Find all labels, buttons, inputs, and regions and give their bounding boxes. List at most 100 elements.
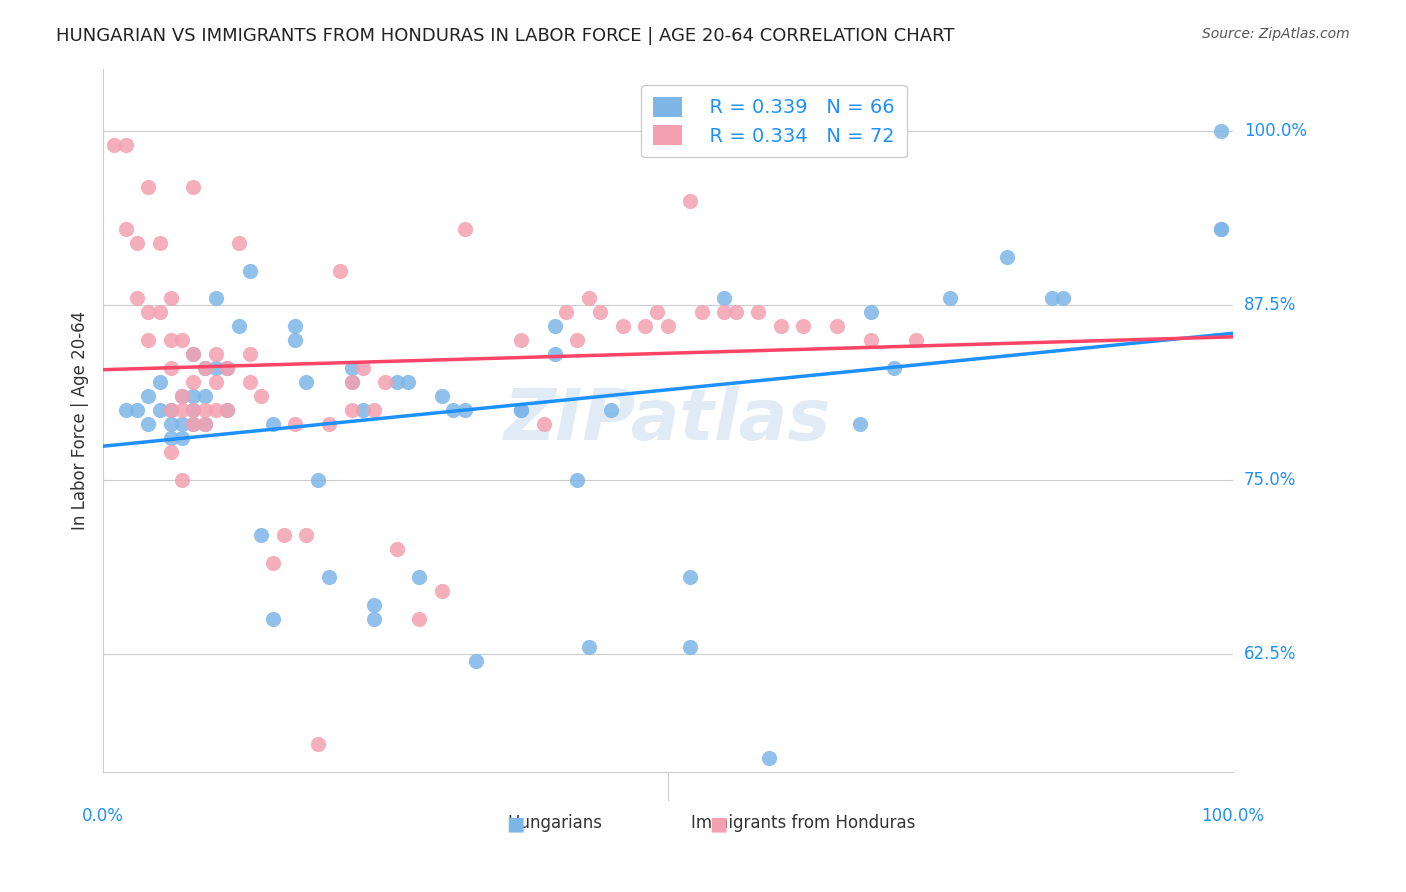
Point xyxy=(160,431,183,445)
Point xyxy=(318,417,340,431)
Text: 87.5%: 87.5% xyxy=(1244,296,1296,314)
Point xyxy=(262,612,284,626)
Point xyxy=(262,556,284,570)
Point xyxy=(430,584,453,599)
Point xyxy=(194,417,217,431)
Point xyxy=(453,403,475,417)
Point xyxy=(758,751,780,765)
Point xyxy=(172,473,194,487)
Point xyxy=(385,375,408,389)
Point xyxy=(217,403,239,417)
Point xyxy=(194,417,217,431)
Point xyxy=(114,138,136,153)
Point xyxy=(825,319,848,334)
Point xyxy=(612,319,634,334)
Point xyxy=(136,305,159,319)
Point xyxy=(160,444,183,458)
Point xyxy=(217,361,239,376)
Point xyxy=(567,333,589,347)
Y-axis label: In Labor Force | Age 20-64: In Labor Force | Age 20-64 xyxy=(72,310,89,530)
Point xyxy=(160,403,183,417)
Point xyxy=(657,319,679,334)
Text: 100.0%: 100.0% xyxy=(1244,122,1306,140)
Point xyxy=(307,737,329,751)
Point xyxy=(363,403,385,417)
Point xyxy=(555,305,578,319)
Point xyxy=(396,375,419,389)
Point xyxy=(172,431,194,445)
Point xyxy=(172,417,194,431)
Point xyxy=(183,347,205,361)
Point xyxy=(262,417,284,431)
Point xyxy=(149,235,172,250)
Point xyxy=(217,403,239,417)
Point xyxy=(183,389,205,403)
Point xyxy=(374,375,396,389)
Text: ZIPatlas: ZIPatlas xyxy=(505,386,831,455)
Text: 75.0%: 75.0% xyxy=(1244,471,1296,489)
Point xyxy=(149,403,172,417)
Point xyxy=(363,598,385,612)
Text: 62.5%: 62.5% xyxy=(1244,645,1296,663)
Point xyxy=(860,333,883,347)
Point xyxy=(634,319,657,334)
Point xyxy=(769,319,792,334)
Point xyxy=(136,389,159,403)
Point xyxy=(125,235,148,250)
Point xyxy=(453,221,475,235)
Text: ■: ■ xyxy=(710,814,728,833)
Point xyxy=(352,403,374,417)
Point xyxy=(510,403,533,417)
Text: Immigrants from Honduras: Immigrants from Honduras xyxy=(692,814,915,832)
Text: HUNGARIAN VS IMMIGRANTS FROM HONDURAS IN LABOR FORCE | AGE 20-64 CORRELATION CHA: HUNGARIAN VS IMMIGRANTS FROM HONDURAS IN… xyxy=(56,27,955,45)
Point xyxy=(464,654,486,668)
Point xyxy=(205,375,228,389)
Point xyxy=(136,180,159,194)
Point xyxy=(284,417,307,431)
Point xyxy=(160,403,183,417)
Point xyxy=(183,417,205,431)
Point xyxy=(125,292,148,306)
Point xyxy=(883,361,905,376)
Point xyxy=(1211,221,1233,235)
Point xyxy=(690,305,713,319)
Point xyxy=(747,305,769,319)
Point xyxy=(228,235,250,250)
Legend:   R = 0.339   N = 66,   R = 0.334   N = 72: R = 0.339 N = 66, R = 0.334 N = 72 xyxy=(641,86,907,158)
Point xyxy=(228,319,250,334)
Point xyxy=(329,263,352,277)
Point xyxy=(645,305,668,319)
Point xyxy=(239,347,262,361)
Point xyxy=(136,417,159,431)
Point xyxy=(363,612,385,626)
Point xyxy=(183,375,205,389)
Point xyxy=(194,361,217,376)
Point xyxy=(160,361,183,376)
Point xyxy=(295,528,318,542)
Point xyxy=(430,389,453,403)
Point xyxy=(125,403,148,417)
Text: 0.0%: 0.0% xyxy=(82,807,124,825)
Point xyxy=(578,292,600,306)
Point xyxy=(441,403,464,417)
Point xyxy=(679,194,702,208)
Point xyxy=(385,542,408,557)
Point xyxy=(544,347,567,361)
Point xyxy=(713,292,735,306)
Point xyxy=(183,347,205,361)
Point xyxy=(183,180,205,194)
Point xyxy=(284,333,307,347)
Point xyxy=(172,389,194,403)
Point xyxy=(114,221,136,235)
Point xyxy=(205,347,228,361)
Point xyxy=(939,292,962,306)
Point xyxy=(239,263,262,277)
Point xyxy=(194,361,217,376)
Point xyxy=(295,375,318,389)
Point xyxy=(160,417,183,431)
Text: Hungarians: Hungarians xyxy=(508,814,602,832)
Point xyxy=(1052,292,1074,306)
Point xyxy=(160,292,183,306)
Point xyxy=(860,305,883,319)
Point xyxy=(183,403,205,417)
